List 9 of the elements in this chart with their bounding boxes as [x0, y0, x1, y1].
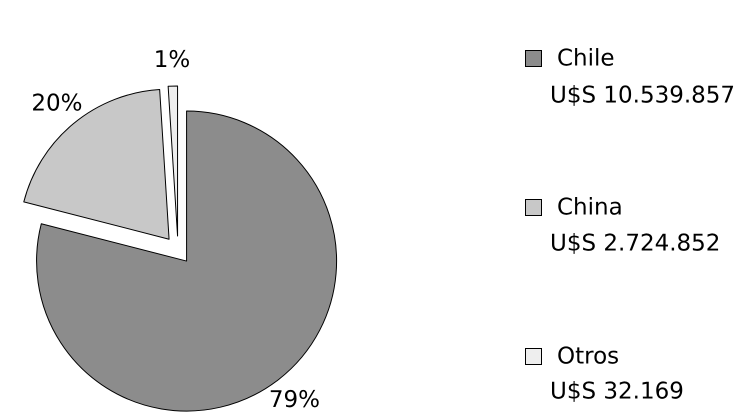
- legend-label: Otros: [557, 344, 620, 370]
- text: U$S 32.169: [550, 378, 684, 404]
- text: U$S 10.539.857: [550, 82, 736, 108]
- text: U$S 2.724.852: [550, 230, 720, 256]
- data-label: 1%: [154, 47, 190, 74]
- legend-label: Chile: [557, 46, 615, 72]
- data-label: 79%: [268, 387, 320, 414]
- data-label: 20%: [31, 90, 82, 117]
- legend-label: China: [557, 194, 623, 220]
